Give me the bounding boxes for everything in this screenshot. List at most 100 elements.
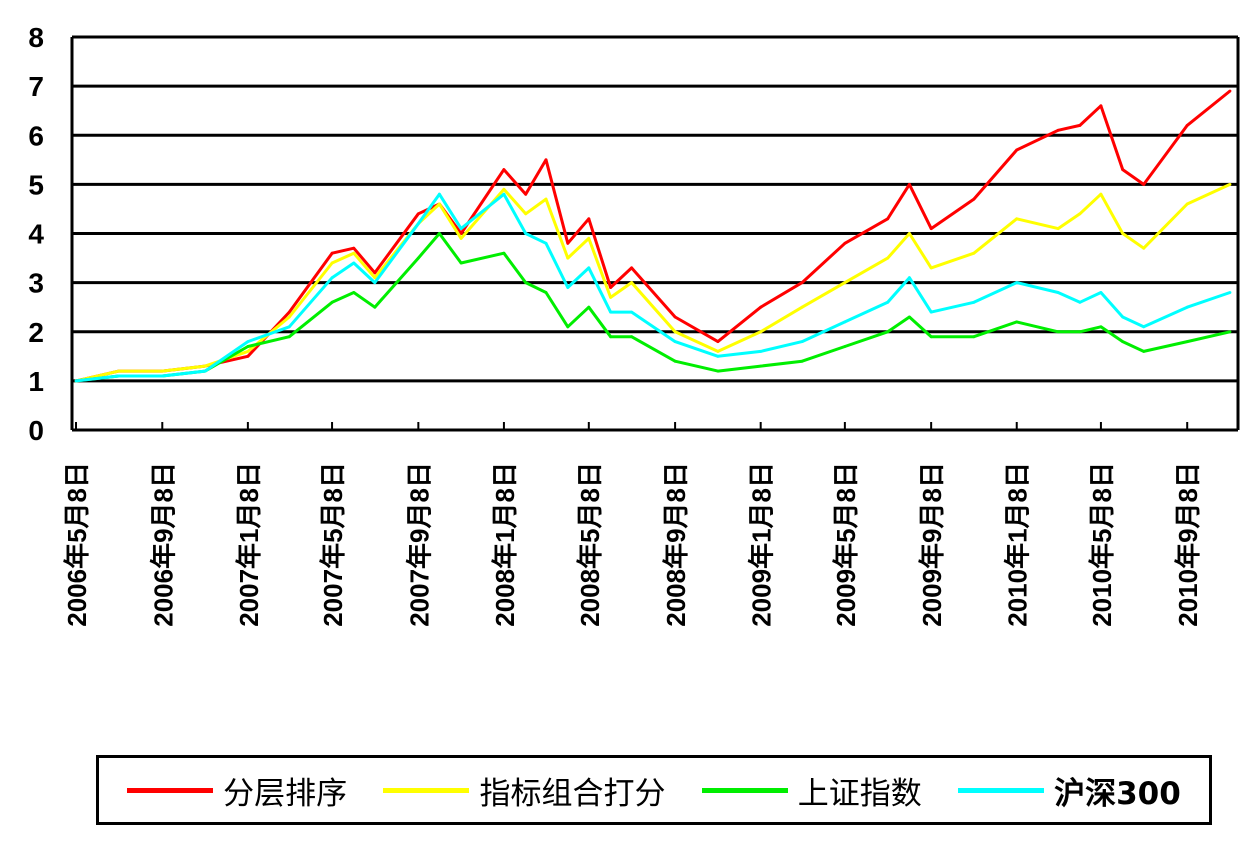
point-2-8 xyxy=(373,305,377,309)
point-1-10 xyxy=(438,202,441,206)
point-2-34 xyxy=(1185,340,1189,343)
legend-label-2: 上证指数 xyxy=(797,775,922,812)
point-1-29 xyxy=(1056,227,1060,231)
legend-label-1: 指标组合打分 xyxy=(479,775,666,812)
x-tick-label-2: 2007年1月8日 xyxy=(234,462,264,627)
point-1-24 xyxy=(886,256,890,260)
point-0-11 xyxy=(459,232,463,235)
point-2-32 xyxy=(1121,340,1125,343)
point-1-3 xyxy=(203,364,207,368)
point-2-26 xyxy=(929,335,933,339)
x-tick-labels: 2006年5月8日 2006年9月8日 2007年1月8日 2007年5月8日 2007… xyxy=(62,462,1203,627)
point-2-12 xyxy=(502,251,506,255)
point-3-31 xyxy=(1099,291,1103,294)
point-1-13 xyxy=(524,212,528,216)
point-3-12 xyxy=(502,192,506,196)
y-tick-label-5: 5 xyxy=(28,169,44,200)
legend-item-2: 上证指数 xyxy=(701,768,922,813)
point-2-14 xyxy=(544,291,548,294)
point-2-25 xyxy=(908,315,911,319)
point-2-28 xyxy=(1015,320,1019,324)
point-1-8 xyxy=(373,276,377,280)
point-0-9 xyxy=(416,212,420,216)
point-2-13 xyxy=(524,281,528,284)
point-0-26 xyxy=(929,227,933,231)
point-0-29 xyxy=(1056,128,1060,132)
point-2-30 xyxy=(1078,330,1082,334)
point-3-16 xyxy=(587,266,591,270)
point-3-18 xyxy=(630,310,633,314)
point-3-8 xyxy=(373,281,377,284)
point-1-30 xyxy=(1078,212,1082,216)
point-3-29 xyxy=(1056,291,1060,294)
point-2-21 xyxy=(759,364,763,368)
point-3-34 xyxy=(1185,305,1189,309)
point-0-7 xyxy=(352,246,356,250)
point-3-32 xyxy=(1121,315,1125,319)
point-3-13 xyxy=(524,232,528,235)
point-0-13 xyxy=(524,192,528,196)
point-1-11 xyxy=(459,237,463,240)
x-tick-label-6: 2008年5月8日 xyxy=(575,462,605,627)
point-0-17 xyxy=(609,286,612,289)
point-2-20 xyxy=(716,369,720,373)
point-1-26 xyxy=(929,266,933,270)
legend-swatch-1 xyxy=(383,787,470,793)
y-tick-label-1: 1 xyxy=(28,366,44,397)
legend-item-0: 分层排序 xyxy=(127,768,347,813)
x-tick-label-9: 2009年5月8日 xyxy=(831,462,861,627)
point-3-9 xyxy=(416,222,420,226)
point-3-0 xyxy=(74,379,78,383)
point-2-33 xyxy=(1142,350,1146,353)
y-tick-label-4: 4 xyxy=(28,219,44,250)
point-1-31 xyxy=(1099,192,1103,196)
x-tick-label-12: 2010年5月8日 xyxy=(1087,462,1117,627)
point-2-6 xyxy=(330,300,334,304)
point-1-27 xyxy=(972,251,976,255)
point-3-7 xyxy=(352,261,356,265)
x-tick-label-8: 2009年1月8日 xyxy=(747,462,777,627)
point-3-1 xyxy=(117,374,121,378)
point-3-24 xyxy=(886,300,890,304)
point-0-30 xyxy=(1078,124,1082,127)
point-3-6 xyxy=(330,276,334,280)
point-3-10 xyxy=(438,192,441,196)
point-0-14 xyxy=(544,158,548,162)
point-3-35 xyxy=(1228,291,1232,294)
y-tick-label-2: 2 xyxy=(28,317,44,348)
point-1-33 xyxy=(1142,246,1146,250)
legend: 分层排序 指标组合打分 上证指数 沪深300 xyxy=(96,755,1212,825)
series-line-1 xyxy=(75,183,1231,383)
point-2-31 xyxy=(1099,325,1103,329)
y-tick-label-7: 7 xyxy=(28,71,44,102)
point-2-24 xyxy=(886,330,890,334)
point-0-4 xyxy=(246,354,250,358)
point-2-15 xyxy=(566,325,570,329)
point-1-6 xyxy=(330,261,334,265)
point-2-9 xyxy=(416,256,420,260)
series-line-3 xyxy=(75,192,1231,383)
x-tick-label-3: 2007年5月8日 xyxy=(318,462,348,627)
point-1-25 xyxy=(908,232,911,235)
point-0-35 xyxy=(1228,89,1232,93)
gridlines xyxy=(72,35,1238,383)
point-2-17 xyxy=(609,335,612,339)
x-tick-label-0: 2006年5月8日 xyxy=(62,462,92,627)
point-3-3 xyxy=(203,369,207,373)
y-tick-label-0: 0 xyxy=(28,415,44,446)
point-0-22 xyxy=(800,281,804,284)
axes xyxy=(70,37,1240,432)
point-1-4 xyxy=(246,350,250,353)
point-1-28 xyxy=(1015,217,1019,221)
x-tick-label-1: 2006年9月8日 xyxy=(148,462,178,627)
legend-label-3: 沪深300 xyxy=(1054,775,1181,812)
point-0-8 xyxy=(373,271,377,275)
point-3-11 xyxy=(459,227,463,231)
x-tick-label-7: 2008年9月8日 xyxy=(661,462,691,627)
point-2-19 xyxy=(673,359,677,363)
point-3-27 xyxy=(972,300,976,304)
point-3-5 xyxy=(287,325,291,329)
x-tick-label-10: 2009年9月8日 xyxy=(917,462,947,627)
point-0-27 xyxy=(972,197,976,201)
